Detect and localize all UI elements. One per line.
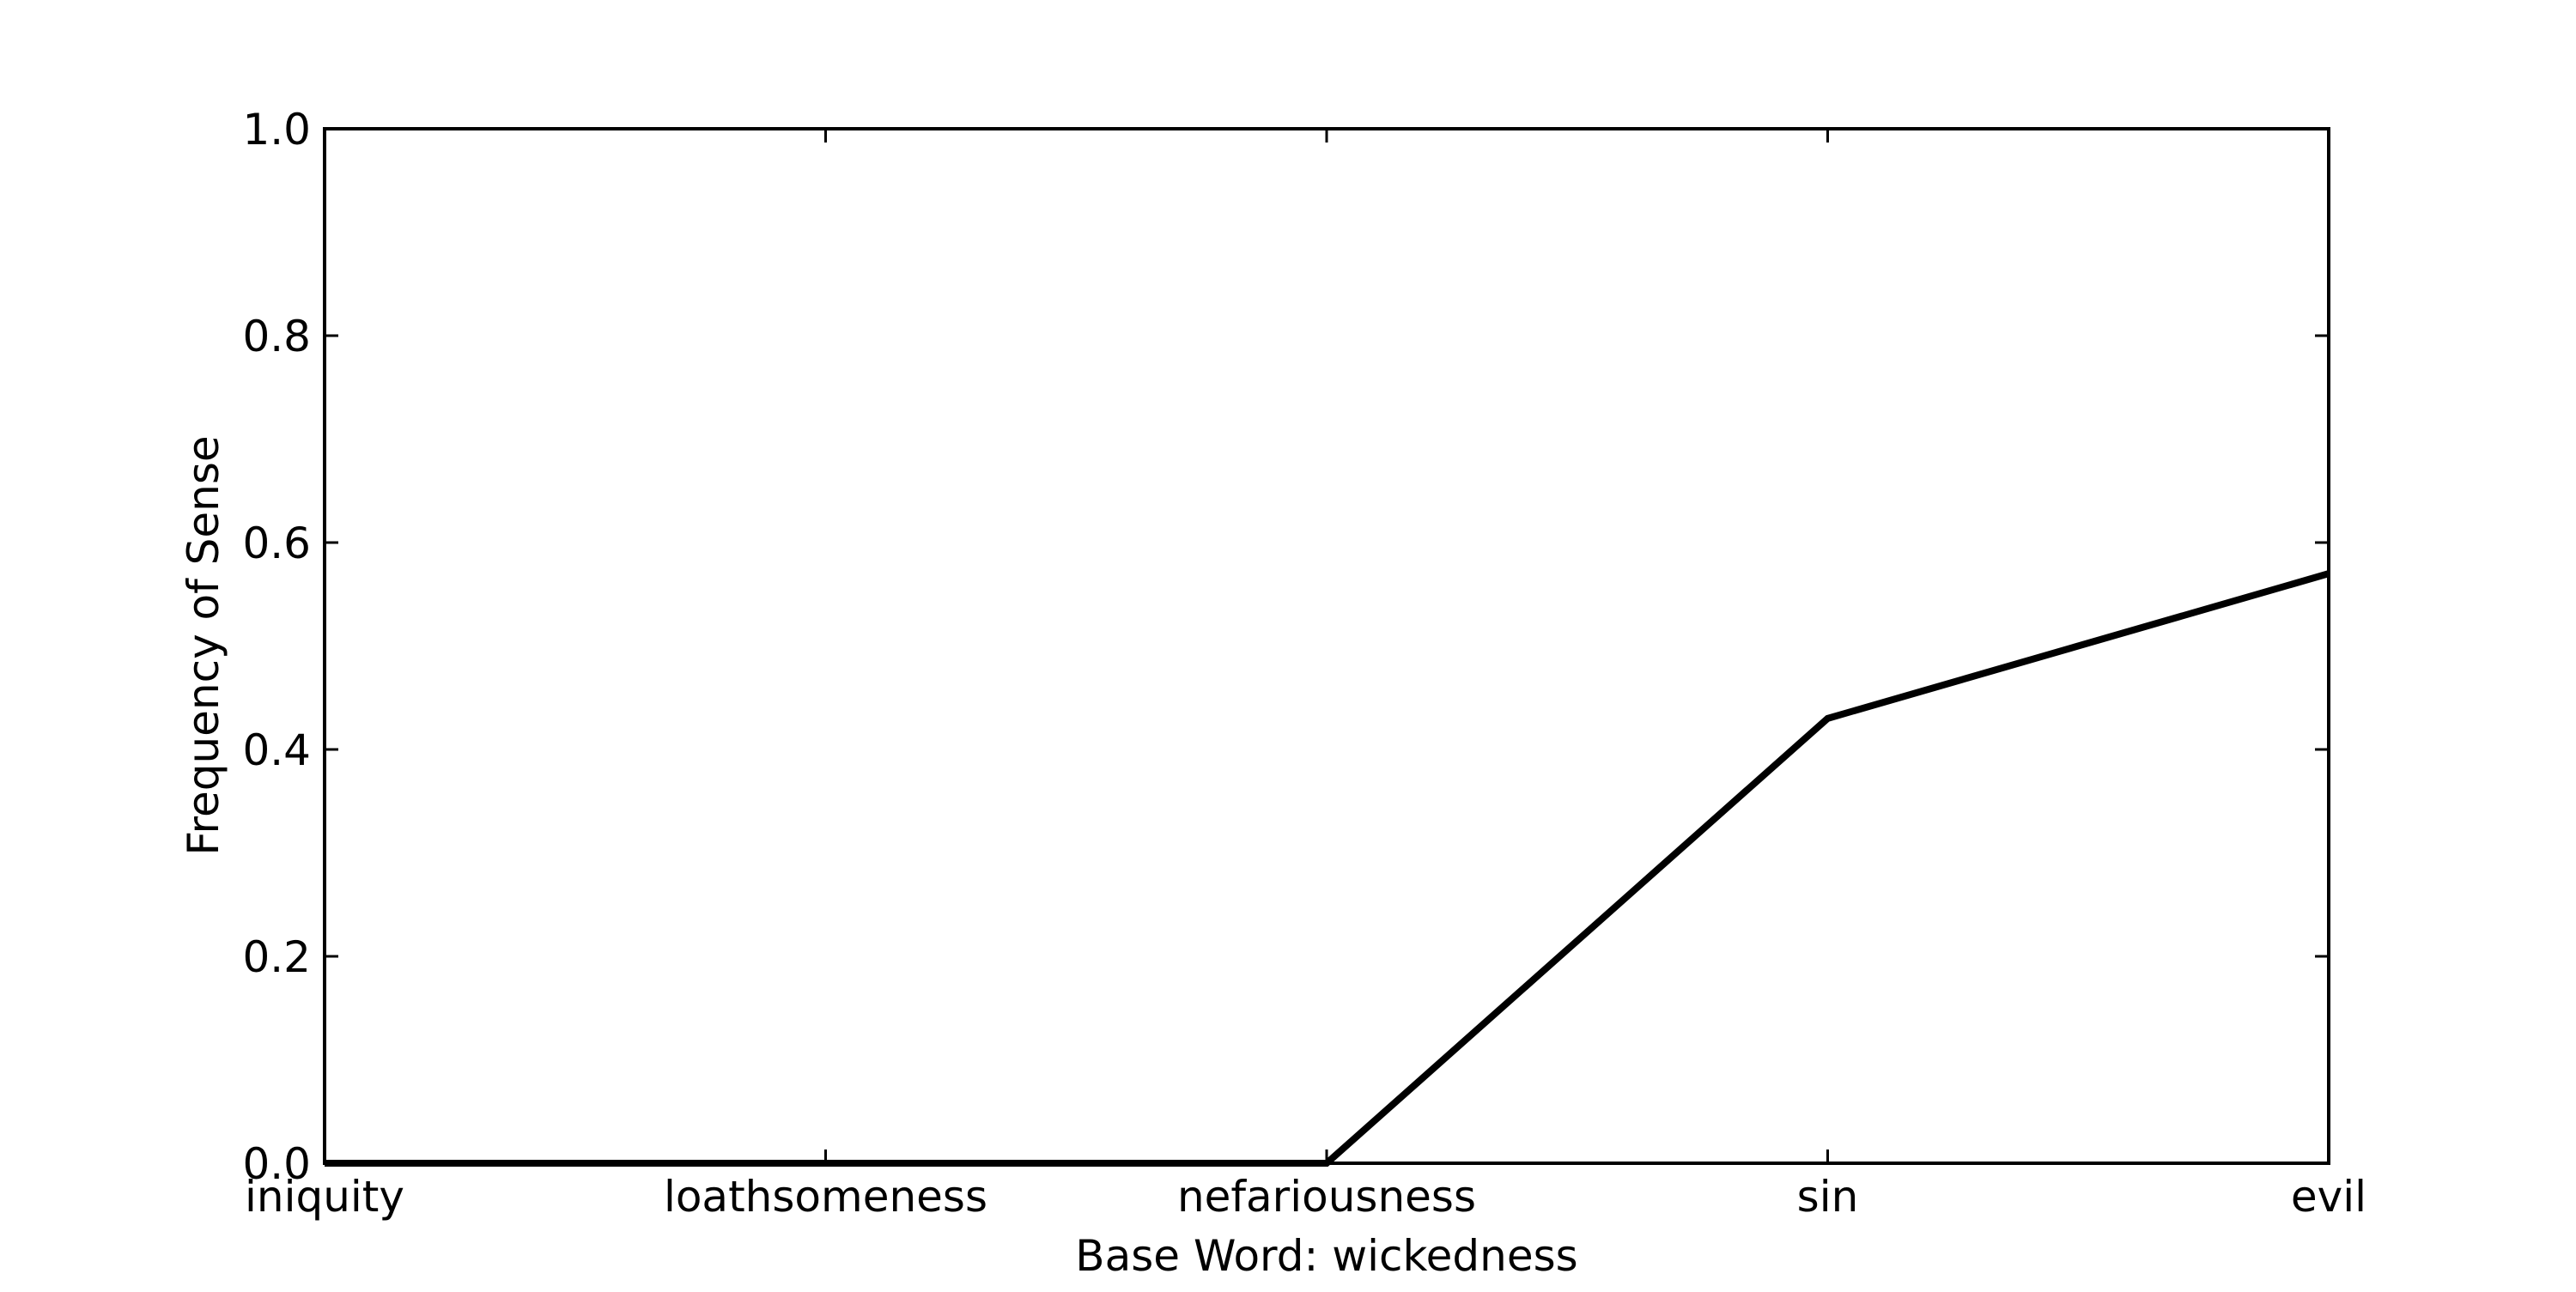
x-tick-label: nefariousness: [1177, 1172, 1476, 1222]
y-tick-label: 0.8: [242, 312, 311, 361]
y-tick-label: 0.2: [242, 932, 311, 982]
x-tick-label: evil: [2291, 1172, 2366, 1222]
y-tick-label: 0.4: [242, 725, 311, 775]
x-axis-label: Base Word: wickedness: [1075, 1231, 1577, 1281]
y-tick-label: 1.0: [242, 105, 311, 155]
x-tick-label: sin: [1797, 1172, 1859, 1222]
x-tick-label: loathsomeness: [664, 1172, 987, 1222]
plot-area: [325, 129, 2329, 1163]
x-tick-label: iniquity: [245, 1172, 404, 1222]
y-tick-label: 0.6: [242, 519, 311, 568]
y-axis-label: Frequency of Sense: [179, 435, 228, 855]
